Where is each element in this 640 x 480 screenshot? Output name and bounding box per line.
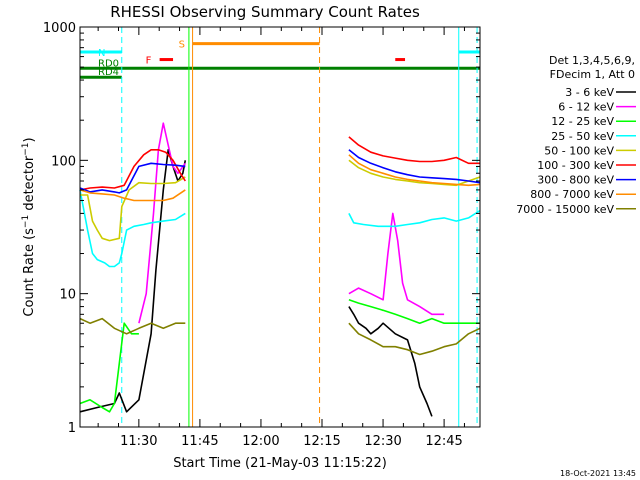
flag-label: F	[146, 56, 152, 67]
flag-label: RD4	[98, 67, 119, 78]
series-line	[79, 149, 186, 191]
series-line	[79, 189, 186, 268]
legend-label: 300 - 800 keV	[537, 174, 614, 187]
legend-label: 3 - 6 keV	[565, 86, 614, 99]
x-tick-label: 12:15	[303, 434, 340, 449]
x-tick-label: 12:00	[242, 434, 279, 449]
legend-label: 7000 - 15000 keV	[516, 203, 614, 216]
mode-vertical-lines	[121, 27, 478, 427]
y-tick-label: 10	[59, 288, 76, 303]
series-line	[348, 212, 445, 316]
flag-label: RD0	[98, 58, 119, 69]
series-line	[138, 122, 186, 324]
flag-label: S	[179, 40, 185, 51]
y-tick-label: 1000	[43, 21, 76, 36]
series-line	[348, 306, 433, 417]
y-axis-label-main: Count Rate (s	[22, 228, 37, 317]
x-tick-label: 11:30	[120, 434, 157, 449]
data-series	[79, 122, 481, 417]
y-tick-label: 1	[68, 421, 76, 436]
y-axis-label-end: )	[22, 137, 37, 142]
legend-label: 25 - 50 keV	[551, 130, 614, 143]
series-line	[348, 299, 480, 325]
plot-frame	[79, 26, 481, 428]
series-line	[80, 176, 186, 242]
y-axis-label-superscript-1: −1	[21, 215, 31, 228]
y-axis-label-middle: detector	[22, 155, 37, 215]
chart-title: RHESSI Observing Summary Count Rates	[110, 3, 420, 21]
series-line	[348, 322, 481, 356]
x-axis: 11:30 11:45 12:00 12:15 12:30 12:45	[97, 27, 465, 449]
x-axis-label: Start Time (21-May-03 11:15:22)	[173, 456, 387, 471]
legend: Det 1,3,4,5,6,9, FDecim 1, Att 0 3 - 6 k…	[516, 54, 636, 216]
legend-label: 50 - 100 keV	[544, 144, 614, 157]
legend-label: 12 - 25 keV	[551, 115, 614, 128]
y-axis: 1 10 100 1000	[43, 21, 480, 436]
legend-header-line-1: Det 1,3,4,5,6,9,	[549, 54, 635, 67]
series-line	[348, 159, 481, 187]
plot-timestamp: 18-Oct-2021 13:45	[560, 469, 636, 478]
legend-header-line-2: FDecim 1, Att 0	[550, 68, 635, 81]
series-line	[79, 149, 187, 413]
series-line	[79, 162, 186, 194]
series-line	[348, 149, 481, 184]
y-tick-label: 100	[51, 154, 76, 169]
y-axis-label: Count Rate (s−1 detector−1)	[21, 137, 37, 316]
series-line	[79, 322, 139, 413]
y-axis-label-superscript-2: −1	[21, 142, 31, 155]
flag-label: N	[98, 48, 105, 59]
legend-label: 100 - 300 keV	[537, 159, 614, 172]
x-tick-label: 12:45	[425, 434, 462, 449]
series-line	[348, 209, 481, 228]
x-tick-label: 11:45	[181, 434, 218, 449]
series-line	[79, 189, 186, 202]
series-line	[348, 136, 480, 165]
x-tick-label: 12:30	[364, 434, 401, 449]
series-line	[79, 317, 186, 335]
legend-label: 6 - 12 keV	[558, 101, 614, 114]
legend-label: 800 - 7000 keV	[530, 188, 614, 201]
series-line	[348, 154, 481, 187]
